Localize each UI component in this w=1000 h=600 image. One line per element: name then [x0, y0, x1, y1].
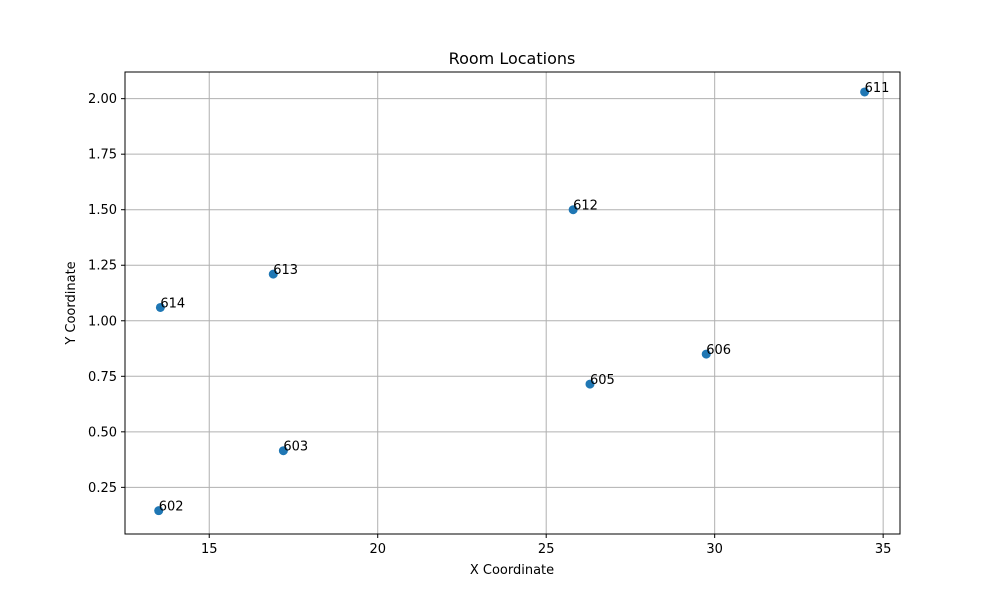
- x-axis-label: X Coordinate: [470, 563, 554, 578]
- x-tick-label: 30: [706, 542, 723, 557]
- y-tick-label: 0.50: [88, 425, 117, 440]
- y-tick-label: 0.75: [88, 370, 117, 385]
- data-point: [860, 87, 870, 97]
- data-point: [268, 269, 278, 279]
- grid-layer: [125, 72, 900, 534]
- data-point: [568, 205, 578, 215]
- labels-layer: 611 612 613 614 606 605 603 602: [159, 81, 890, 515]
- point-label: 612: [573, 199, 598, 214]
- y-tick-label: 2.00: [88, 92, 117, 107]
- plot-area-frame: [124, 71, 901, 535]
- data-point: [585, 379, 595, 389]
- x-tick-label: 15: [201, 542, 218, 557]
- y-axis-label: Y Coordinate: [64, 261, 79, 345]
- x-tick-label: 25: [538, 542, 555, 557]
- y-tick-label: 1.50: [88, 203, 117, 218]
- point-label: 614: [160, 296, 185, 311]
- point-label: 613: [273, 263, 298, 278]
- y-tick-label: 0.25: [88, 481, 117, 496]
- data-point: [154, 506, 164, 516]
- point-label: 603: [283, 440, 308, 455]
- data-point: [701, 349, 711, 359]
- point-label: 602: [159, 500, 184, 515]
- y-tick-label: 1.75: [88, 148, 117, 163]
- y-tick-label: 1.00: [88, 314, 117, 329]
- data-point: [155, 302, 165, 312]
- point-label: 606: [706, 343, 731, 358]
- y-tick-label: 1.25: [88, 259, 117, 274]
- point-label: 605: [590, 373, 615, 388]
- data-point: [278, 446, 288, 456]
- chart-title: Room Locations: [449, 49, 576, 68]
- point-label: 611: [865, 81, 890, 96]
- points-layer: [154, 87, 870, 516]
- x-tick-label: 35: [875, 542, 892, 557]
- x-tick-label: 20: [369, 542, 386, 557]
- ticks-layer: 15 20 25 30 35 0.25 0.50 0.75 1.00 1.25 1.50 1.75 2.…: [88, 92, 891, 557]
